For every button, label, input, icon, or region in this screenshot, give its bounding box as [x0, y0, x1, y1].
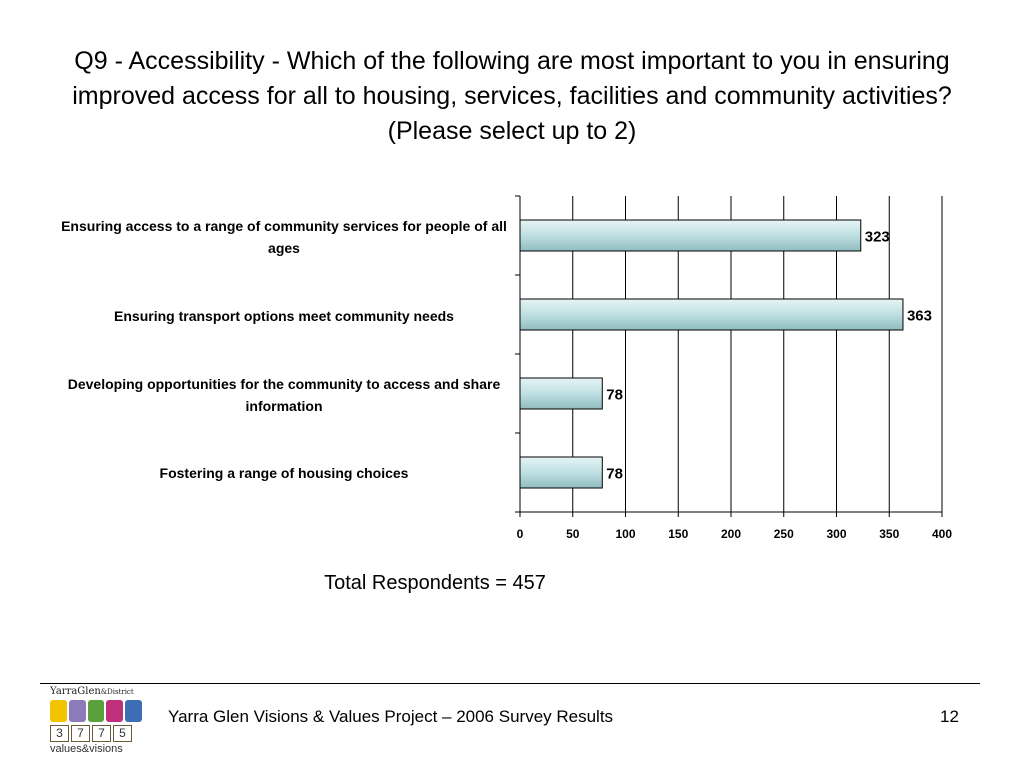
logo-digit-3: 5 — [113, 725, 132, 742]
logo-icon-strip — [50, 700, 142, 722]
x-tick-label-50: 50 — [566, 527, 580, 541]
footer-divider — [40, 683, 980, 684]
axes: 0 50 100 150 200 250 300 350 400 — [515, 195, 952, 541]
bar-0 — [519, 219, 862, 252]
category-label-3: Fostering a range of housing choices — [159, 465, 409, 481]
logo-district-text: &District — [100, 688, 134, 696]
category-label-0: Ensuring access to a range of community … — [61, 218, 507, 256]
page-number: 12 — [940, 707, 959, 726]
value-label-1: 363 — [907, 308, 932, 325]
x-tick-label-150: 150 — [668, 527, 688, 541]
x-tick-label-0: 0 — [517, 527, 524, 541]
logo-tagline: values&visions — [50, 743, 123, 755]
logo-icon-3 — [106, 700, 124, 722]
value-label-0: 323 — [865, 229, 890, 246]
x-tick-label-250: 250 — [774, 527, 794, 541]
logo-digit-0: 3 — [50, 725, 69, 742]
logo-digit-2: 7 — [92, 725, 111, 742]
value-label-3: 78 — [606, 466, 623, 483]
logo-icon-1 — [68, 700, 86, 722]
footer-text: Yarra Glen Visions & Values Project – 20… — [168, 707, 614, 726]
logo-digit-1: 7 — [71, 725, 90, 742]
logo-icon-0 — [50, 700, 67, 722]
bar-3 — [519, 456, 603, 489]
logo-icon-2 — [87, 700, 105, 722]
category-label-2: Developing opportunities for the communi… — [67, 376, 501, 414]
bar-1 — [519, 298, 904, 331]
slide-title: Q9 - Accessibility - Which of the follow… — [72, 47, 952, 145]
value-label-2: 78 — [606, 387, 623, 404]
bars — [519, 219, 904, 489]
x-tick-label-350: 350 — [879, 527, 899, 541]
x-tick-label-400: 400 — [932, 527, 952, 541]
x-tick-label-300: 300 — [826, 527, 846, 541]
total-respondents: Total Respondents = 457 — [324, 572, 546, 594]
value-labels: 323 363 78 78 — [606, 229, 932, 483]
x-tick-label-100: 100 — [615, 527, 635, 541]
bar-chart: 0 50 100 150 200 250 300 350 400 323 363 78 78 — [515, 195, 952, 541]
logo-icon-4 — [125, 700, 142, 722]
logo-top-text: YarraGlen — [50, 686, 101, 697]
bar-2 — [519, 377, 603, 410]
category-label-1: Ensuring transport options meet communit… — [114, 308, 454, 324]
x-tick-label-200: 200 — [721, 527, 741, 541]
logo-wordmark: YarraGlen&District — [50, 686, 134, 697]
